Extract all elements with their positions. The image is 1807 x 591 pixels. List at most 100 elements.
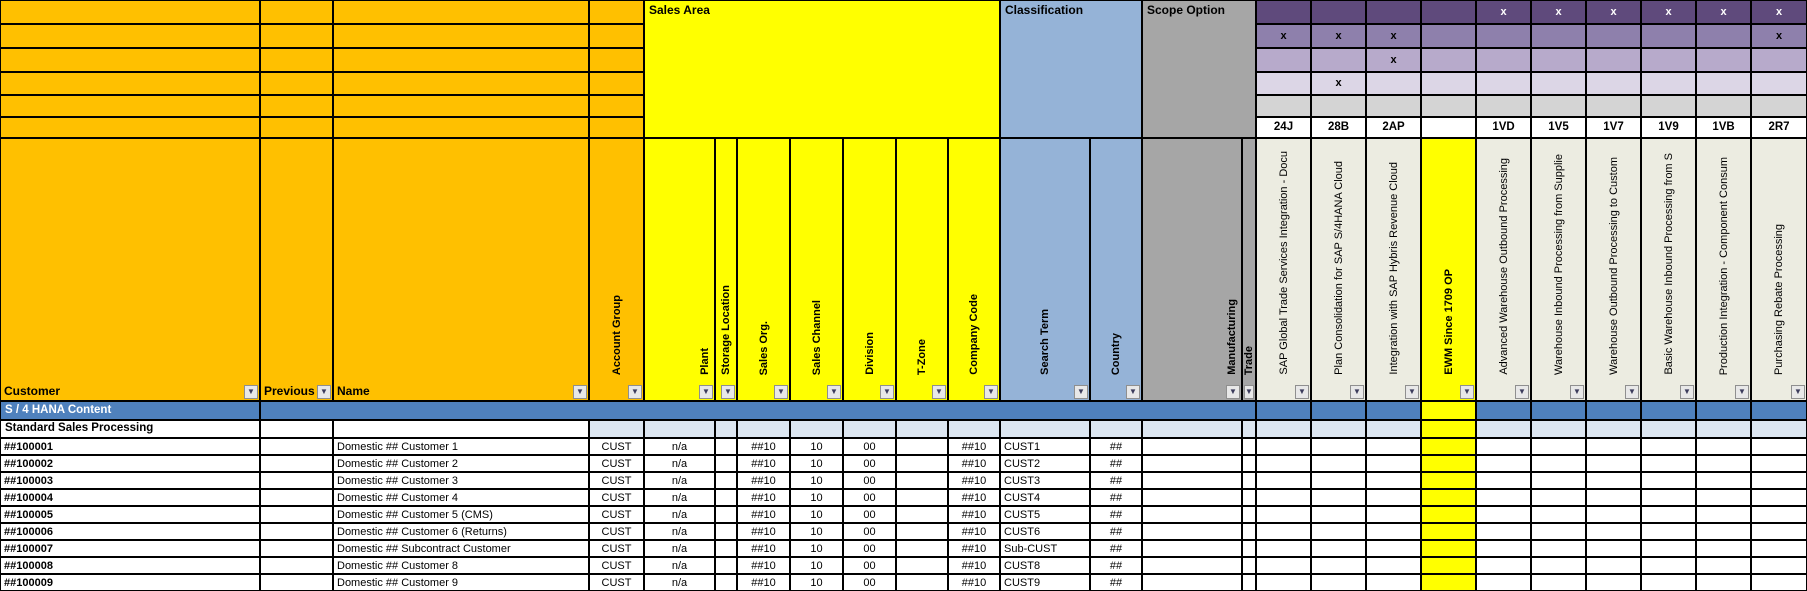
- cell-scope-1VD[interactable]: [1476, 557, 1531, 574]
- cell-scope-1VD[interactable]: [1476, 574, 1531, 591]
- column-header-search-term[interactable]: Search Term ▼: [1000, 138, 1090, 401]
- scope-matrix-cell[interactable]: x: [1751, 24, 1807, 48]
- cell-scope-1VB[interactable]: [1696, 540, 1751, 557]
- scope-matrix-cell[interactable]: x: [1531, 0, 1586, 24]
- cell-account-group[interactable]: CUST: [589, 557, 644, 574]
- cell-scope-ewm[interactable]: [1421, 557, 1476, 574]
- subsection-row-cell[interactable]: [333, 420, 589, 438]
- column-header-trade[interactable]: Trade ▼: [1242, 138, 1256, 401]
- cell-sales-channel[interactable]: 10: [790, 506, 843, 523]
- cell-scope-1V7[interactable]: [1586, 438, 1641, 455]
- cell-search-term[interactable]: CUST9: [1000, 574, 1090, 591]
- section-band-cell[interactable]: [1586, 401, 1641, 420]
- cell-scope-1VB[interactable]: [1696, 557, 1751, 574]
- top-header-cell[interactable]: [0, 117, 260, 138]
- subsection-row-cell[interactable]: [1311, 420, 1366, 438]
- filter-dropdown-previous[interactable]: ▼: [317, 385, 331, 399]
- cell-scope-28B[interactable]: [1311, 455, 1366, 472]
- cell-storage-location[interactable]: [715, 506, 737, 523]
- cell-country[interactable]: ##: [1090, 455, 1142, 472]
- cell-plant[interactable]: n/a: [644, 455, 715, 472]
- cell-scope-1VD[interactable]: [1476, 438, 1531, 455]
- cell-scope-1V7[interactable]: [1586, 455, 1641, 472]
- cell-company-code[interactable]: ##10: [948, 472, 1000, 489]
- scope-matrix-cell[interactable]: [1256, 72, 1311, 95]
- section-band-cell[interactable]: [1751, 401, 1807, 420]
- cell-company-code[interactable]: ##10: [948, 540, 1000, 557]
- scope-matrix-cell[interactable]: [1696, 95, 1751, 117]
- cell-scope-2AP[interactable]: [1366, 574, 1421, 591]
- cell-search-term[interactable]: CUST8: [1000, 557, 1090, 574]
- cell-t-zone[interactable]: [896, 455, 948, 472]
- section-band-cell[interactable]: [1531, 401, 1586, 420]
- cell-scope-1V9[interactable]: [1641, 557, 1696, 574]
- cell-scope-28B[interactable]: [1311, 472, 1366, 489]
- cell-plant[interactable]: n/a: [644, 574, 715, 591]
- cell-manufacturing[interactable]: [1142, 438, 1242, 455]
- filter-dropdown-manufacturing[interactable]: ▼: [1226, 385, 1240, 399]
- column-header-name[interactable]: Name ▼: [333, 138, 589, 401]
- column-header-sales-org[interactable]: Sales Org. ▼: [737, 138, 790, 401]
- scope-matrix-cell[interactable]: [1751, 48, 1807, 72]
- scope-matrix-cell[interactable]: x: [1366, 24, 1421, 48]
- cell-manufacturing[interactable]: [1142, 489, 1242, 506]
- scope-matrix-cell[interactable]: [1476, 95, 1531, 117]
- scope-matrix-cell[interactable]: x: [1311, 24, 1366, 48]
- cell-scope-28B[interactable]: [1311, 540, 1366, 557]
- scope-option-block[interactable]: [1142, 0, 1256, 138]
- filter-dropdown-account-group[interactable]: ▼: [628, 385, 642, 399]
- cell-scope-1V5[interactable]: [1531, 557, 1586, 574]
- cell-scope-1VB[interactable]: [1696, 506, 1751, 523]
- cell-country[interactable]: ##: [1090, 506, 1142, 523]
- top-header-cell[interactable]: [333, 95, 589, 117]
- cell-plant[interactable]: n/a: [644, 506, 715, 523]
- scope-matrix-cell[interactable]: x: [1586, 0, 1641, 24]
- cell-scope-1V5[interactable]: [1531, 574, 1586, 591]
- cell-scope-1V5[interactable]: [1531, 489, 1586, 506]
- cell-scope-ewm[interactable]: [1421, 438, 1476, 455]
- cell-account-group[interactable]: CUST: [589, 455, 644, 472]
- cell-customer[interactable]: ##100007: [0, 540, 260, 557]
- scope-matrix-cell[interactable]: x: [1311, 72, 1366, 95]
- cell-scope-2R7[interactable]: [1751, 472, 1807, 489]
- subsection-row-cell[interactable]: [1476, 420, 1531, 438]
- section-band-cell[interactable]: [260, 401, 1256, 420]
- top-header-cell[interactable]: [260, 95, 333, 117]
- column-header-scope-1V9[interactable]: Basic Warehouse Inbound Processing from …: [1641, 138, 1696, 401]
- cell-scope-2AP[interactable]: [1366, 523, 1421, 540]
- cell-company-code[interactable]: ##10: [948, 523, 1000, 540]
- cell-sales-channel[interactable]: 10: [790, 438, 843, 455]
- scope-matrix-cell[interactable]: x: [1366, 48, 1421, 72]
- cell-plant[interactable]: n/a: [644, 472, 715, 489]
- subsection-row-cell[interactable]: [896, 420, 948, 438]
- cell-name[interactable]: Domestic ## Customer 5 (CMS): [333, 506, 589, 523]
- filter-dropdown-storage-location[interactable]: ▼: [721, 385, 735, 399]
- subsection-row-cell[interactable]: [1696, 420, 1751, 438]
- cell-scope-1VD[interactable]: [1476, 523, 1531, 540]
- scope-code-cell[interactable]: 2AP: [1366, 117, 1421, 138]
- filter-dropdown-trade[interactable]: ▼: [1244, 385, 1254, 399]
- cell-scope-28B[interactable]: [1311, 557, 1366, 574]
- cell-sales-org[interactable]: ##10: [737, 557, 790, 574]
- cell-account-group[interactable]: CUST: [589, 540, 644, 557]
- cell-trade[interactable]: [1242, 574, 1256, 591]
- cell-customer[interactable]: ##100002: [0, 455, 260, 472]
- top-header-cell[interactable]: [333, 0, 589, 24]
- subsection-row-cell[interactable]: [737, 420, 790, 438]
- scope-matrix-cell[interactable]: [1586, 95, 1641, 117]
- cell-account-group[interactable]: CUST: [589, 472, 644, 489]
- cell-scope-2AP[interactable]: [1366, 455, 1421, 472]
- subsection-row-cell[interactable]: [1242, 420, 1256, 438]
- top-header-cell[interactable]: [0, 0, 260, 24]
- scope-matrix-cell[interactable]: [1421, 72, 1476, 95]
- section-band-cell[interactable]: [1696, 401, 1751, 420]
- cell-previous[interactable]: [260, 438, 333, 455]
- cell-trade[interactable]: [1242, 455, 1256, 472]
- subsection-row-cell[interactable]: [715, 420, 737, 438]
- filter-dropdown-t-zone[interactable]: ▼: [932, 385, 946, 399]
- filter-dropdown-division[interactable]: ▼: [880, 385, 894, 399]
- cell-sales-channel[interactable]: 10: [790, 455, 843, 472]
- filter-dropdown-scope-1VD[interactable]: ▼: [1515, 385, 1529, 399]
- scope-matrix-cell[interactable]: [1751, 95, 1807, 117]
- cell-storage-location[interactable]: [715, 472, 737, 489]
